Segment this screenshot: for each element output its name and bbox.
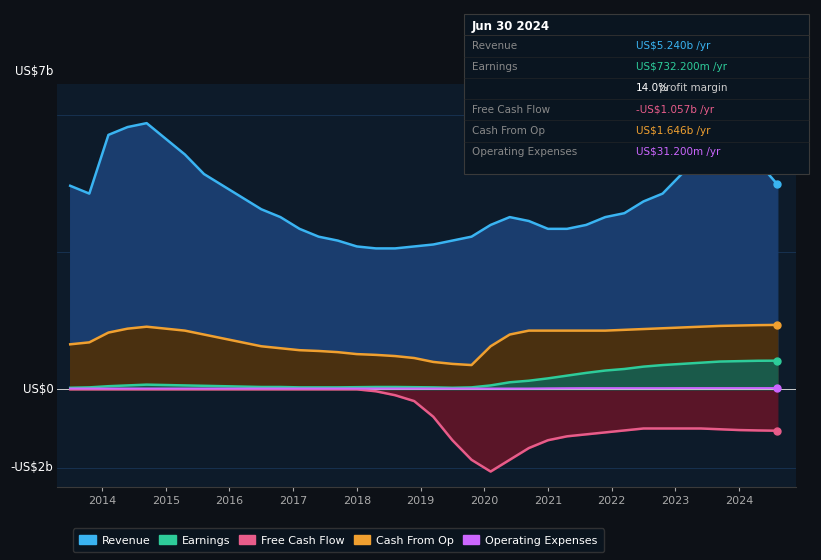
Text: profit margin: profit margin: [656, 83, 727, 94]
Text: US$0: US$0: [23, 383, 53, 396]
Text: Revenue: Revenue: [472, 41, 517, 51]
Text: US$5.240b /yr: US$5.240b /yr: [636, 41, 711, 51]
Text: 14.0%: 14.0%: [636, 83, 669, 94]
Text: Earnings: Earnings: [472, 62, 517, 72]
Text: US$31.200m /yr: US$31.200m /yr: [636, 147, 721, 157]
Text: Cash From Op: Cash From Op: [472, 126, 545, 136]
Text: -US$2b: -US$2b: [11, 461, 53, 474]
Legend: Revenue, Earnings, Free Cash Flow, Cash From Op, Operating Expenses: Revenue, Earnings, Free Cash Flow, Cash …: [73, 529, 603, 552]
Text: US$1.646b /yr: US$1.646b /yr: [636, 126, 711, 136]
Text: US$732.200m /yr: US$732.200m /yr: [636, 62, 727, 72]
Text: Free Cash Flow: Free Cash Flow: [472, 105, 550, 115]
Text: Operating Expenses: Operating Expenses: [472, 147, 577, 157]
Text: US$7b: US$7b: [15, 66, 53, 78]
Text: Jun 30 2024: Jun 30 2024: [472, 20, 550, 33]
Text: -US$1.057b /yr: -US$1.057b /yr: [636, 105, 714, 115]
